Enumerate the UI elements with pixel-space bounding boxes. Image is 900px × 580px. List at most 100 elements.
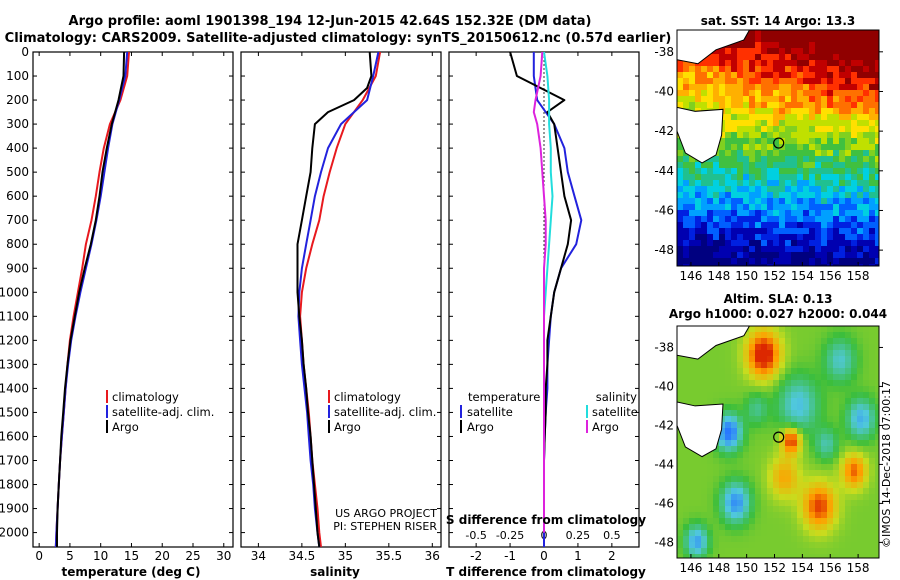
sla-cell (821, 326, 827, 332)
sst-cell (863, 246, 869, 252)
sla-cell (767, 458, 773, 464)
sla-cell (719, 548, 725, 554)
sst-cell (821, 234, 827, 240)
sla-cell (707, 530, 713, 536)
sst-cell (755, 48, 761, 54)
sla-cell (677, 548, 683, 554)
sst-cell (809, 246, 815, 252)
sla-cell (701, 362, 707, 368)
map-y-tick-label: -44 (654, 457, 674, 471)
sst-cell (749, 228, 755, 234)
sla-cell (677, 494, 683, 500)
sst-cell (755, 252, 761, 258)
sla-cell (767, 380, 773, 386)
sla-cell (755, 368, 761, 374)
sla-cell (863, 458, 869, 464)
sst-cell (821, 150, 827, 156)
sla-cell (755, 548, 761, 554)
sst-cell (851, 156, 857, 162)
sla-cell (833, 494, 839, 500)
sla-cell (773, 410, 779, 416)
sst-cell (767, 120, 773, 126)
sst-cell (833, 180, 839, 186)
sst-cell (875, 72, 879, 78)
sla-cell (815, 416, 821, 422)
sst-cell (755, 264, 761, 266)
sst-cell (839, 168, 845, 174)
sst-cell (719, 138, 725, 144)
sst-cell (683, 60, 689, 66)
sst-cell (875, 192, 879, 198)
sla-cell (749, 356, 755, 362)
sst-cell (821, 42, 827, 48)
sla-cell (845, 452, 851, 458)
sst-cell (755, 114, 761, 120)
sla-cell (827, 500, 833, 506)
sst-cell (827, 114, 833, 120)
sst-cell (809, 216, 815, 222)
sst-cell (833, 126, 839, 132)
sla-cell (851, 506, 857, 512)
sla-cell (791, 362, 797, 368)
sla-cell (821, 416, 827, 422)
sla-cell (767, 494, 773, 500)
sst-cell (743, 162, 749, 168)
sst-cell (815, 66, 821, 72)
sla-cell (701, 380, 707, 386)
sla-cell (725, 350, 731, 356)
sst-cell (803, 168, 809, 174)
sst-cell (719, 72, 725, 78)
sst-cell (827, 66, 833, 72)
sst-cell (791, 192, 797, 198)
sst-cell (743, 204, 749, 210)
sst-cell (737, 150, 743, 156)
sla-cell (833, 512, 839, 518)
sla-cell (773, 356, 779, 362)
sst-cell (731, 72, 737, 78)
sla-cell (833, 458, 839, 464)
sla-cell (767, 422, 773, 428)
sst-cell (875, 96, 879, 102)
sst-cell (869, 72, 875, 78)
sst-cell (791, 240, 797, 246)
sst-cell (773, 96, 779, 102)
sst-cell (749, 156, 755, 162)
map-y-tick-label: -40 (654, 84, 674, 98)
sla-cell (863, 440, 869, 446)
sla-cell (815, 380, 821, 386)
sla-cell (803, 380, 809, 386)
sst-cell (761, 138, 767, 144)
sla-cell (749, 530, 755, 536)
sst-cell (677, 186, 683, 192)
sst-cell (731, 264, 737, 266)
sla-cell (761, 536, 767, 542)
sla-cell (707, 476, 713, 482)
sst-cell (749, 150, 755, 156)
sst-cell (791, 198, 797, 204)
sst-cell (677, 204, 683, 210)
sst-cell (743, 138, 749, 144)
sla-cell (803, 422, 809, 428)
sst-cell (719, 174, 725, 180)
sla-cell (749, 458, 755, 464)
sst-cell (779, 90, 785, 96)
sst-cell (863, 216, 869, 222)
sst-cell (725, 144, 731, 150)
sst-cell (773, 204, 779, 210)
sst-cell (713, 240, 719, 246)
sst-cell (791, 138, 797, 144)
sla-cell (791, 404, 797, 410)
sst-cell (683, 264, 689, 266)
imos-timestamp: ©IMOS 14-Dec-2018 07:00:17 (880, 381, 893, 548)
sla-cell (785, 512, 791, 518)
sla-cell (797, 398, 803, 404)
sst-cell (767, 222, 773, 228)
sla-cell (779, 398, 785, 404)
sst-cell (791, 252, 797, 258)
sst-cell (695, 66, 701, 72)
sla-cell (701, 470, 707, 476)
sla-cell (869, 554, 875, 558)
sla-cell (869, 386, 875, 392)
sst-cell (743, 114, 749, 120)
sla-cell (767, 368, 773, 374)
